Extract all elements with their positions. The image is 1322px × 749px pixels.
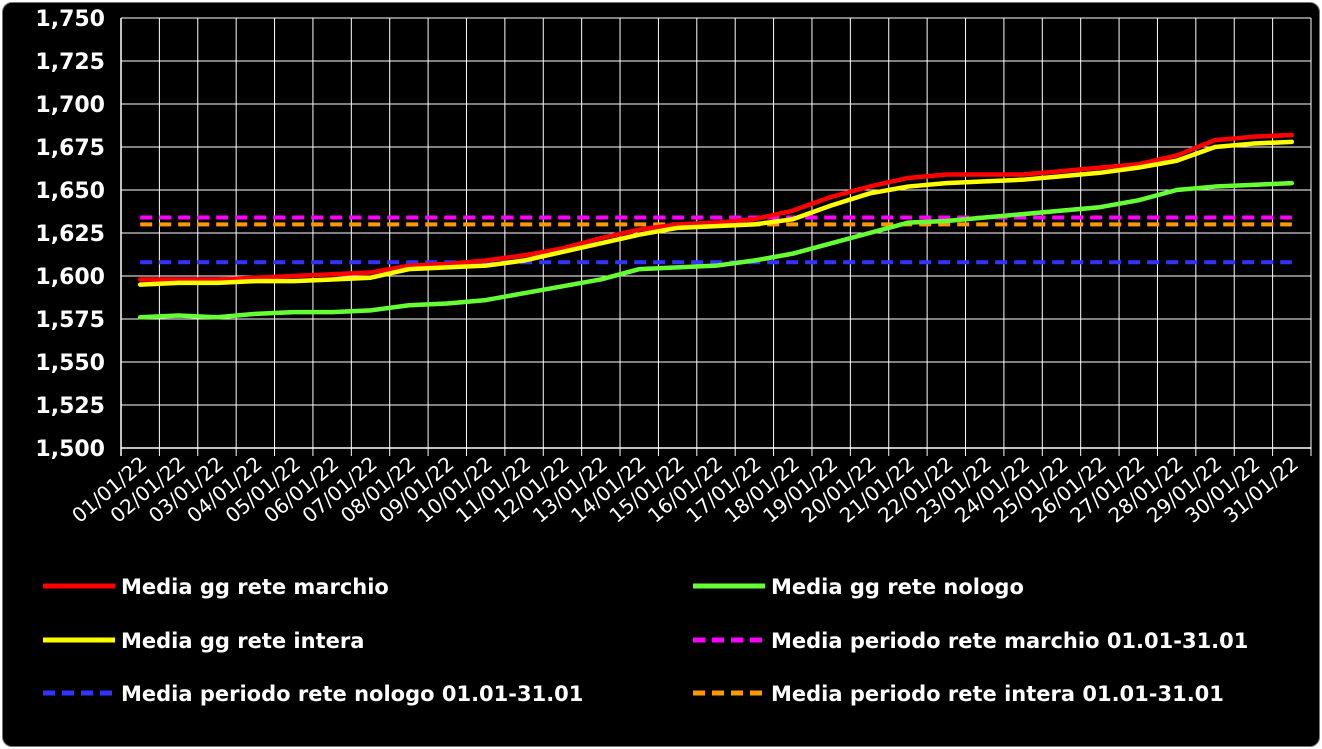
series-line bbox=[137, 132, 1295, 282]
legend-label: Media gg rete nologo bbox=[771, 575, 1024, 599]
series-line bbox=[137, 139, 1295, 287]
y-tick-label: 1,600 bbox=[35, 265, 105, 290]
y-tick-label: 1,575 bbox=[35, 308, 105, 333]
legend-label: Media gg rete intera bbox=[121, 629, 364, 653]
y-tick-label: 1,525 bbox=[35, 394, 105, 419]
y-tick-label: 1,700 bbox=[35, 93, 105, 118]
y-tick-label: 1,550 bbox=[35, 351, 105, 376]
y-tick-label: 1,625 bbox=[35, 222, 105, 247]
legend-label: Media periodo rete nologo 01.01-31.01 bbox=[121, 682, 583, 706]
line-chart: 1,500 1,525 1,550 1,575 1,600 1,625 1,650 1,675… bbox=[35, 7, 1312, 706]
y-tick-label: 1,725 bbox=[35, 50, 105, 75]
y-tick-label: 1,675 bbox=[35, 136, 105, 161]
legend-label: Media periodo rete marchio 01.01-31.01 bbox=[771, 629, 1248, 653]
y-tick-label: 1,650 bbox=[35, 179, 105, 204]
y-tick-label: 1,500 bbox=[35, 437, 105, 462]
y-tick-label: 1,750 bbox=[35, 7, 105, 32]
legend-label: Media periodo rete intera 01.01-31.01 bbox=[771, 682, 1224, 706]
series-line bbox=[137, 180, 1295, 320]
legend-label: Media gg rete marchio bbox=[121, 575, 389, 599]
